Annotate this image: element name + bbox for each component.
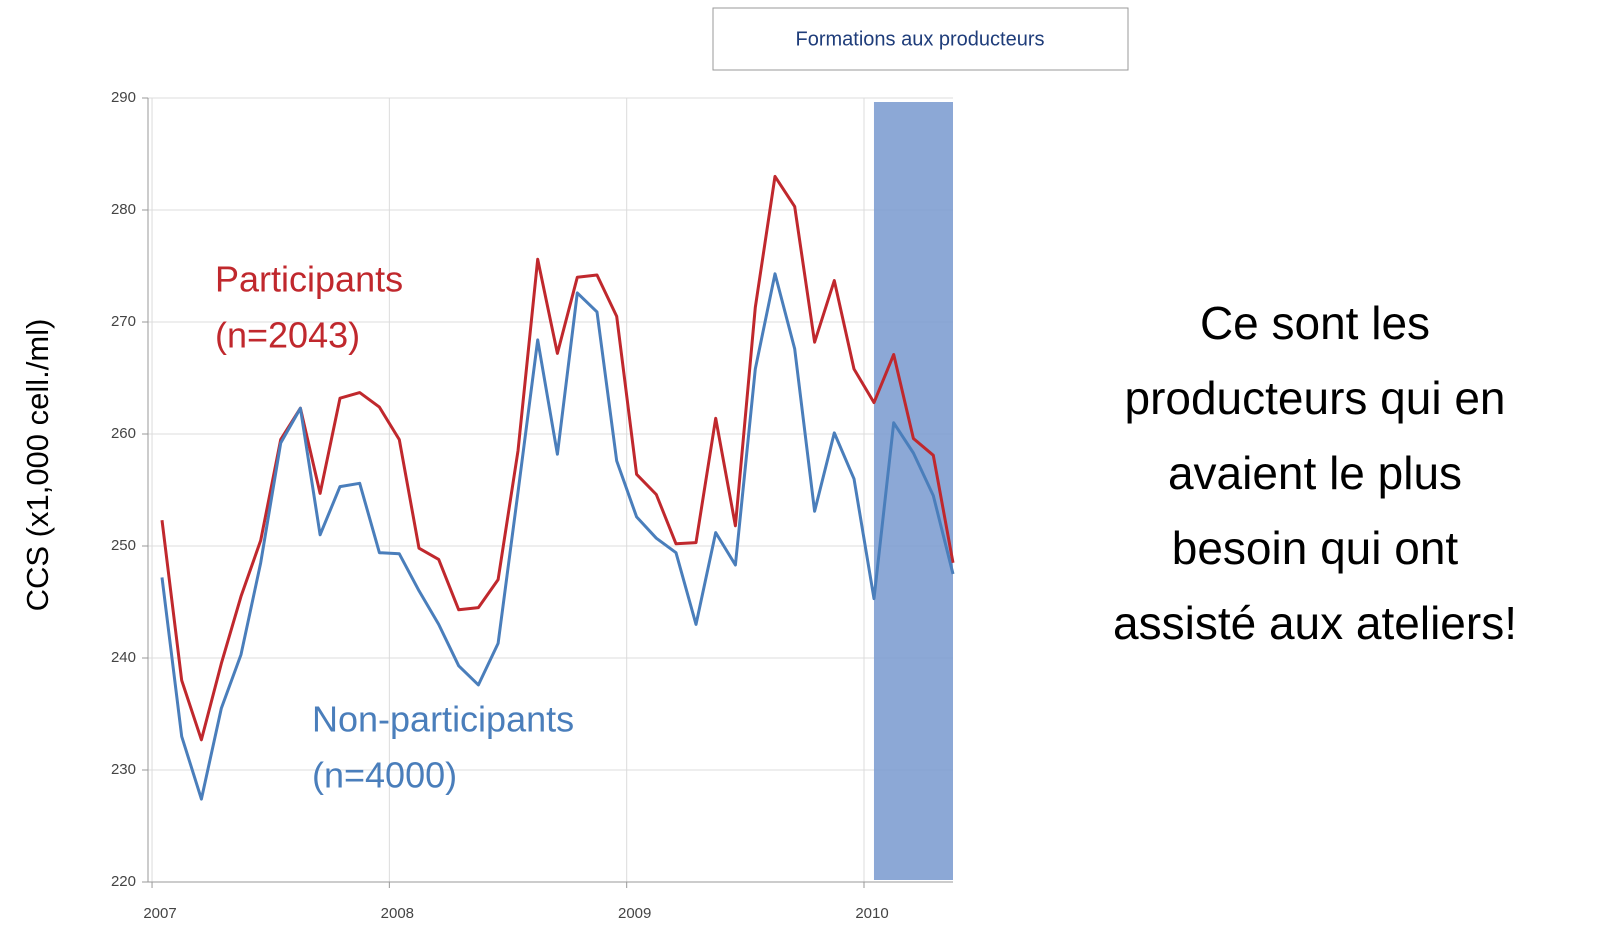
- x-tick-label: 2009: [618, 905, 651, 922]
- y-tick-label: 250: [111, 537, 136, 554]
- series-label: Participants: [215, 259, 403, 300]
- side-text: besoin qui ont: [1172, 522, 1459, 574]
- y-tick-label: 270: [111, 313, 136, 330]
- y-tick-label: 220: [111, 873, 136, 890]
- y-tick-label: 230: [111, 761, 136, 778]
- y-tick-label: 280: [111, 201, 136, 218]
- side-text: producteurs qui en: [1124, 372, 1505, 424]
- y-axis-label: CCS (x1,000 cell./ml): [20, 319, 55, 612]
- side-text: assisté aux ateliers!: [1113, 597, 1517, 649]
- x-tick-label: 2010: [855, 905, 888, 922]
- y-tick-label: 240: [111, 649, 136, 666]
- series-line: [160, 272, 955, 801]
- highlight-label: Formations aux producteurs: [795, 28, 1044, 50]
- y-tick-label: 290: [111, 89, 136, 106]
- x-tick-label: 2008: [381, 905, 414, 922]
- series-n-label: (n=4000): [312, 755, 457, 796]
- series-label: Non-participants: [312, 699, 574, 740]
- series-n-label: (n=2043): [215, 315, 360, 356]
- x-tick-label: 2007: [143, 905, 176, 922]
- side-text: avaient le plus: [1168, 447, 1462, 499]
- side-text: Ce sont les: [1200, 297, 1430, 349]
- highlight-label-box: [712, 7, 1129, 71]
- y-tick-label: 260: [111, 425, 136, 442]
